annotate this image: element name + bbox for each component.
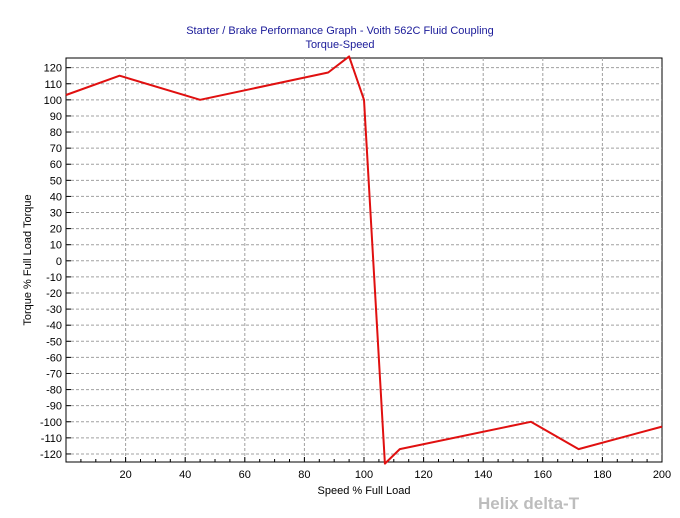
y-tick-label: 50 (50, 175, 62, 187)
y-tick-label: 30 (50, 208, 62, 220)
y-tick-label: -50 (46, 336, 62, 348)
y-tick-label: -40 (46, 320, 62, 332)
y-tick-label: 100 (44, 95, 62, 107)
x-tick-label: 80 (298, 469, 310, 481)
x-tick-label: 20 (119, 469, 131, 481)
x-tick-label: 160 (534, 469, 552, 481)
y-tick-label: 120 (44, 63, 62, 75)
y-tick-label: -100 (40, 417, 62, 429)
y-tick-label: 90 (50, 111, 62, 123)
y-tick-label: 80 (50, 127, 62, 139)
tick-layer: 20 40 60 80 100 120 140 160 180 20012011010090807… (40, 63, 671, 481)
watermark: Helix delta-T (478, 494, 580, 513)
series-line (65, 55, 663, 465)
x-tick-label: 100 (355, 469, 373, 481)
y-tick-label: 110 (44, 79, 62, 91)
y-tick-label: -60 (46, 352, 62, 364)
y-tick-label: 70 (50, 143, 62, 155)
series-layer (65, 55, 663, 465)
chart-title: Starter / Brake Performance Graph - Voit… (186, 25, 494, 37)
y-tick-label: -110 (41, 433, 62, 445)
y-tick-label: -70 (46, 368, 62, 380)
y-tick-label: -30 (46, 304, 62, 316)
y-tick-label: -90 (46, 401, 62, 413)
y-tick-label: -10 (46, 272, 62, 284)
x-tick-label: 200 (653, 469, 671, 481)
y-tick-label: 20 (50, 224, 62, 236)
y-tick-label: -120 (40, 449, 62, 461)
y-tick-label: 10 (50, 240, 62, 252)
x-tick-label: 180 (593, 469, 611, 481)
y-tick-label: -80 (46, 385, 62, 397)
y-tick-label: 0 (56, 256, 62, 268)
x-tick-label: 140 (474, 469, 492, 481)
y-tick-label: -20 (46, 288, 62, 300)
x-tick-label: 120 (414, 469, 432, 481)
x-tick-label: 40 (179, 469, 191, 481)
x-tick-label: 60 (239, 469, 251, 481)
y-tick-label: 60 (50, 159, 62, 171)
chart-subtitle: Torque-Speed (305, 39, 375, 51)
y-axis-label: Torque % Full Load Torque (22, 194, 34, 326)
grid-layer (66, 58, 662, 462)
x-axis-label: Speed % Full Load (317, 485, 411, 497)
y-tick-label: 40 (50, 191, 62, 203)
